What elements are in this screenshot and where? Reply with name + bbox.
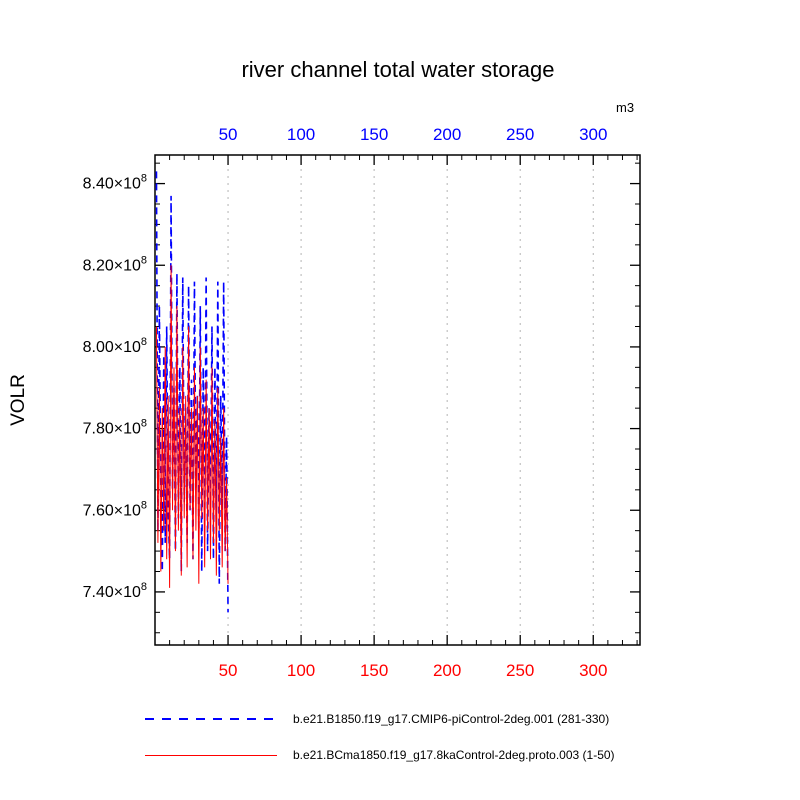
svg-text:7.60×108: 7.60×108 bbox=[83, 499, 147, 519]
svg-text:250: 250 bbox=[506, 661, 534, 680]
legend-item: b.e21.BCma1850.f19_g17.8kaControl-2deg.p… bbox=[145, 748, 615, 762]
svg-text:150: 150 bbox=[360, 661, 388, 680]
chart-title: river channel total water storage bbox=[241, 57, 555, 82]
svg-text:50: 50 bbox=[219, 661, 238, 680]
svg-text:100: 100 bbox=[287, 661, 315, 680]
svg-text:200: 200 bbox=[433, 125, 461, 144]
legend-label: b.e21.BCma1850.f19_g17.8kaControl-2deg.p… bbox=[293, 748, 615, 762]
svg-text:300: 300 bbox=[579, 661, 607, 680]
legend-line-solid-red bbox=[145, 754, 277, 756]
svg-text:300: 300 bbox=[579, 125, 607, 144]
svg-text:250: 250 bbox=[506, 125, 534, 144]
legend-label: b.e21.B1850.f19_g17.CMIP6-piControl-2deg… bbox=[293, 712, 610, 726]
legend-line-dashed-blue bbox=[145, 718, 277, 720]
svg-text:100: 100 bbox=[287, 125, 315, 144]
svg-text:7.80×108: 7.80×108 bbox=[83, 418, 147, 438]
svg-text:m3: m3 bbox=[616, 100, 634, 115]
legend-item: b.e21.B1850.f19_g17.CMIP6-piControl-2deg… bbox=[145, 712, 609, 726]
svg-text:200: 200 bbox=[433, 661, 461, 680]
svg-text:8.40×108: 8.40×108 bbox=[83, 173, 147, 193]
svg-text:50: 50 bbox=[219, 125, 238, 144]
svg-text:VOLR: VOLR bbox=[8, 374, 29, 426]
svg-text:8.00×108: 8.00×108 bbox=[83, 336, 147, 356]
svg-text:8.20×108: 8.20×108 bbox=[83, 254, 147, 274]
svg-text:150: 150 bbox=[360, 125, 388, 144]
svg-text:7.40×108: 7.40×108 bbox=[83, 581, 147, 601]
